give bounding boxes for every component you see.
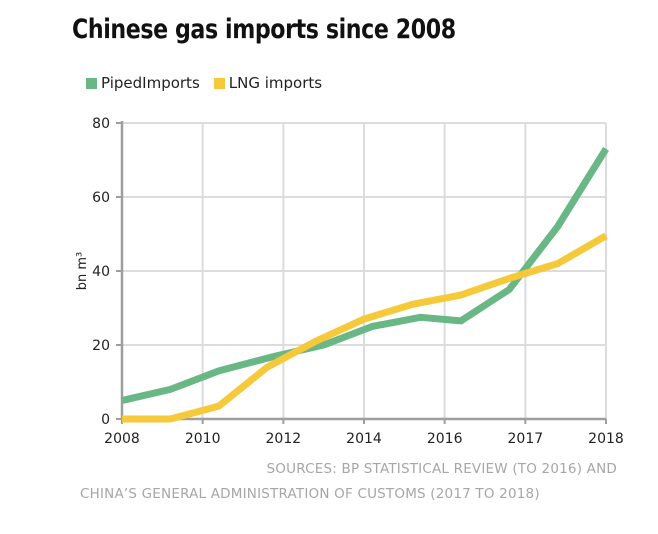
series-line-piped-imports xyxy=(121,147,609,404)
legend-item-piped: PipedImports xyxy=(86,74,200,92)
series-lines xyxy=(121,147,609,423)
legend-swatch-piped xyxy=(86,77,97,89)
source-note-line2: CHINA’S GENERAL ADMINISTRATION OF CUSTOM… xyxy=(80,486,540,502)
series-line-lng-imports xyxy=(122,232,608,423)
ytick-label-60: 60 xyxy=(92,190,110,206)
xtick-label-2010: 2010 xyxy=(185,431,221,447)
y-axis-label: bn m³ xyxy=(75,252,90,291)
ytick-label-40: 40 xyxy=(92,264,110,280)
chart-title: Chinese gas imports since 2008 xyxy=(72,14,456,45)
source-note-line1: SOURCES: BP STATISTICAL REVIEW (TO 2016)… xyxy=(266,461,617,477)
legend-item-lng: LNG imports xyxy=(213,74,323,92)
xtick-label-2008: 2008 xyxy=(104,431,140,447)
grid-lines xyxy=(122,122,607,419)
xtick-label-2012: 2012 xyxy=(266,431,302,447)
xtick-label-2014: 2014 xyxy=(346,431,382,447)
ytick-label-0: 0 xyxy=(101,412,110,428)
legend-label-lng: LNG imports xyxy=(228,74,323,92)
xtick-label-2016: 2016 xyxy=(427,431,463,447)
legend-swatch-lng xyxy=(213,77,225,89)
xtick-label-2017: 2017 xyxy=(508,431,544,447)
ytick-label-20: 20 xyxy=(92,338,110,354)
axes xyxy=(116,121,607,424)
tick-labels: 0 20 40 60 80 2008 2010 2012 2014 2016 2017 2018 bn … xyxy=(75,116,624,447)
xtick-label-2018: 2018 xyxy=(588,431,624,447)
ytick-label-80: 80 xyxy=(92,116,110,132)
legend: PipedImports LNG imports xyxy=(86,74,336,92)
legend-label-piped: PipedImports xyxy=(101,74,200,92)
